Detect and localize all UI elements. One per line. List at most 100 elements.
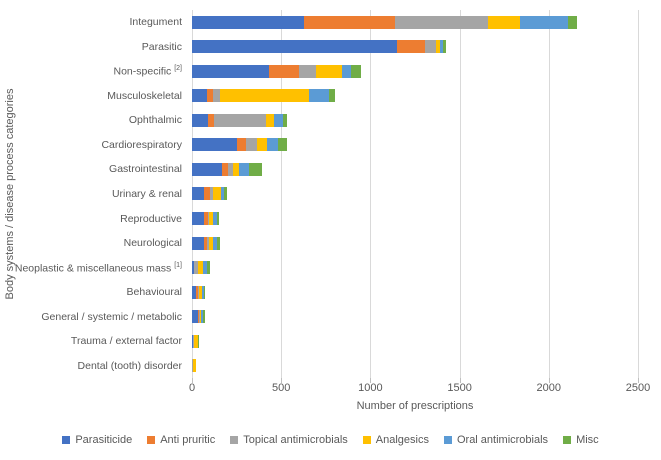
- stacked-bar: [192, 113, 638, 127]
- bar-row: [192, 133, 638, 158]
- category-label-text: Dental (tooth) disorder: [77, 359, 182, 372]
- stacked-bar: [192, 310, 638, 324]
- bar-segment: [192, 187, 205, 201]
- bar-segment: [192, 40, 398, 54]
- stacked-bar: [192, 359, 638, 373]
- category-label: Musculoskeletal: [107, 90, 182, 102]
- bar-segment: [192, 64, 269, 78]
- bar-segment: [303, 15, 396, 29]
- x-tick-label: 0: [188, 382, 196, 394]
- bar-segment: [266, 138, 278, 152]
- tick-mark: [370, 378, 372, 383]
- bar-segment: [329, 89, 335, 103]
- bar-segment: [216, 212, 219, 226]
- bar-segment: [239, 162, 250, 176]
- category-label: Parasitic: [142, 41, 182, 53]
- legend-label: Anti pruritic: [160, 434, 216, 446]
- bar-segment: [213, 187, 221, 201]
- bar-segment: [214, 113, 267, 127]
- gridline: [548, 10, 550, 378]
- bar-segment: [488, 15, 521, 29]
- bar-segment: [207, 261, 210, 275]
- tick-mark: [459, 378, 461, 383]
- bar-segment: [192, 310, 199, 324]
- stacked-bar: [192, 261, 638, 275]
- stacked-bar: [192, 40, 638, 54]
- bar-segment: [198, 261, 203, 275]
- bar-segment: [203, 285, 206, 299]
- legend-swatch: [362, 436, 371, 444]
- category-label: Reproductive: [120, 213, 182, 225]
- stacked-bar: [192, 15, 638, 29]
- bar-segment: [520, 15, 569, 29]
- category-label: Cardiorespiratory: [101, 139, 182, 151]
- bar-segment: [212, 89, 220, 103]
- bar-row: [192, 84, 638, 109]
- bar-segment: [198, 285, 200, 299]
- legend-item: Oral antimicrobials: [443, 434, 549, 446]
- legend-swatch: [563, 436, 572, 444]
- bar-segment: [246, 138, 258, 152]
- legend-label: Oral antimicrobials: [456, 434, 549, 446]
- bar-segment: [199, 310, 201, 324]
- category-label: General / systemic / metabolic: [41, 311, 182, 323]
- stacked-bar: [192, 187, 638, 201]
- category-label-text: Neurological: [123, 237, 182, 250]
- bar-segment: [207, 236, 209, 250]
- bar-segment: [192, 15, 304, 29]
- category-label-text: Urinary & renal: [111, 188, 182, 200]
- bar-segment: [208, 113, 215, 127]
- bar-segment: [192, 212, 204, 226]
- category-label-text: Trauma / external factor: [70, 335, 182, 348]
- bar-segment: [208, 236, 213, 250]
- bar-segment: [200, 310, 203, 324]
- legend-label: Misc: [576, 434, 599, 446]
- bar-segment: [268, 64, 300, 78]
- bar-segment: [202, 310, 206, 324]
- legend-item: Anti pruritic: [147, 434, 215, 446]
- category-axis: Integument Parasitic Non-specific [2] Muscu…: [0, 10, 187, 378]
- bar-segment: [424, 40, 437, 54]
- category-label: Neurological: [124, 237, 182, 249]
- bar-segment: [257, 138, 267, 152]
- bar-segment: [299, 64, 316, 78]
- bar-segment: [341, 64, 351, 78]
- gridline: [459, 10, 461, 378]
- bar-segment: [203, 236, 208, 250]
- category-label-text: Musculoskeletal: [107, 89, 182, 102]
- bar-segment: [202, 261, 208, 275]
- category-label: Behavioural: [127, 286, 182, 298]
- bar-segment: [237, 138, 247, 152]
- stacked-bar: [192, 236, 638, 250]
- bar-segment: [192, 359, 193, 373]
- bar-segment: [192, 113, 209, 127]
- bar-segment: [198, 334, 200, 348]
- category-label: Integument: [129, 16, 182, 28]
- stacked-bar: [192, 138, 638, 152]
- legend-swatch: [443, 436, 452, 444]
- bar-segment: [203, 212, 209, 226]
- x-axis-ticks: 0 500 1000 1500 2000 2500: [188, 382, 650, 396]
- bar-row: [192, 182, 638, 207]
- category-label-text: Parasitic: [141, 40, 182, 53]
- bar-segment: [397, 40, 425, 54]
- x-tick-label: 1500: [447, 382, 472, 394]
- bar-segment: [350, 64, 361, 78]
- gridline: [370, 10, 372, 378]
- bar-segment: [192, 89, 208, 103]
- plot-area: [192, 10, 639, 383]
- bar-segment: [439, 40, 443, 54]
- bar-segment: [192, 138, 238, 152]
- gridline: [638, 10, 639, 378]
- bar-segment: [192, 236, 204, 250]
- bar-segment: [209, 187, 214, 201]
- bar-segment: [204, 187, 210, 201]
- stacked-bar: [192, 64, 638, 78]
- bar-segment: [192, 334, 193, 348]
- category-label-text: General / systemic / metabolic: [41, 310, 182, 323]
- bar-segment: [196, 285, 199, 299]
- bar-row: [192, 108, 638, 133]
- bar-segment: [442, 40, 447, 54]
- bar-row: [192, 329, 638, 354]
